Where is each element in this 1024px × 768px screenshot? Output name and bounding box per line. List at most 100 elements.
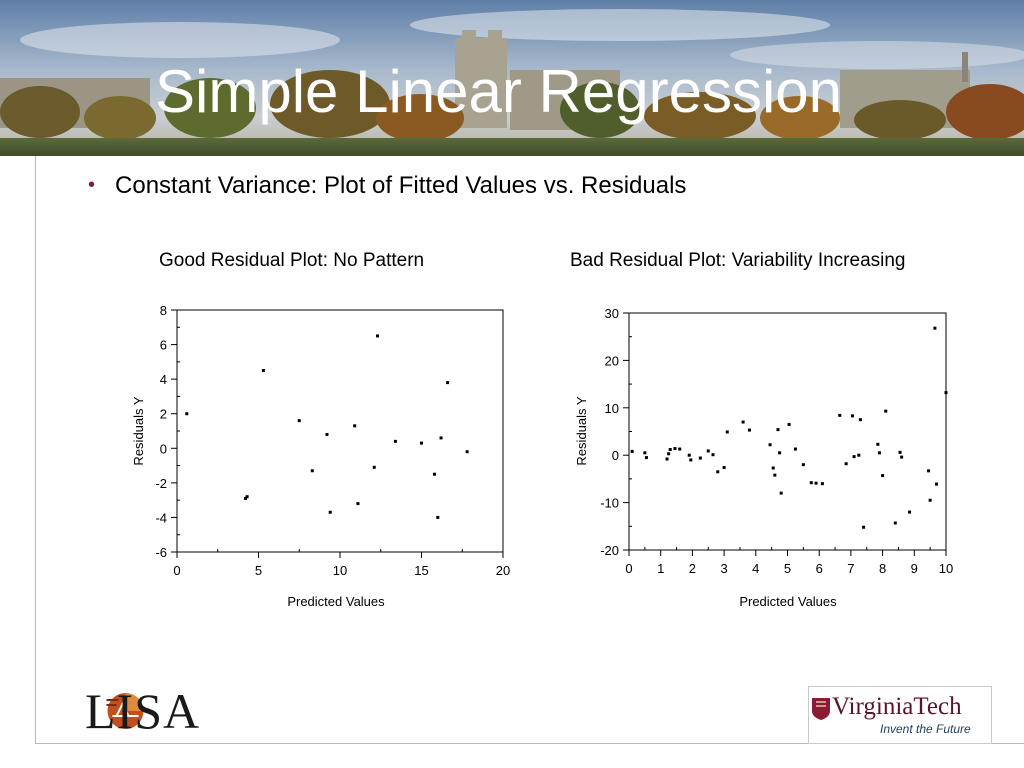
- chart-title-bad: Bad Residual Plot: Variability Increasin…: [570, 250, 906, 271]
- chart-right-point: [862, 525, 866, 529]
- virginia-tech-wordmark: VirginiaTech: [832, 693, 962, 720]
- chart-right-point: [820, 482, 824, 486]
- chart-right-x-tick-label: 3: [720, 561, 727, 576]
- chart-left-y-tick-label: -6: [155, 545, 167, 560]
- chart-right-y-tick-label: 0: [612, 448, 619, 463]
- chart-right-point: [876, 442, 880, 446]
- chart-right-x-tick-label: 2: [689, 561, 696, 576]
- chart-right-point: [814, 481, 818, 485]
- chart-left-point: [436, 515, 440, 519]
- chart-right-point: [927, 469, 931, 473]
- chart-right-point: [852, 455, 856, 459]
- chart-left-point: [446, 381, 450, 385]
- chart-title-good: Good Residual Plot: No Pattern: [159, 250, 425, 271]
- chart-left-point: [356, 502, 360, 506]
- chart-left-point: [393, 439, 397, 443]
- chart-left-point: [245, 495, 249, 499]
- chart-right-ylabel: Residuals Y: [574, 396, 589, 465]
- chart-left-y-tick-label: -4: [155, 510, 167, 525]
- chart-right-x-tick-label: 10: [939, 561, 953, 576]
- bullet-icon: •: [88, 174, 96, 196]
- chart-right-x-tick-label: 4: [752, 561, 759, 576]
- chart-left-point: [420, 441, 423, 445]
- chart-right-point: [893, 521, 897, 525]
- chart-right-point: [644, 456, 648, 460]
- chart-left-point: [328, 510, 332, 514]
- lisa-logo-text: LISA: [85, 683, 201, 739]
- chart-left-point: [310, 469, 314, 473]
- chart-right-point: [643, 451, 647, 455]
- chart-right-y-tick-label: 10: [605, 401, 619, 416]
- chart-right-point: [771, 466, 775, 470]
- chart-right-frame: [628, 312, 947, 551]
- slide-title: Simple Linear Regression: [155, 58, 843, 125]
- chart-right-point: [747, 428, 751, 432]
- chart-right-x-tick-label: 1: [657, 561, 664, 576]
- chart-left-y-tick-label: 0: [160, 441, 167, 456]
- bullet-item: • Constant Variance: Plot of Fitted Value…: [88, 172, 686, 200]
- chart-right-point: [877, 451, 881, 455]
- chart-right-point: [668, 448, 672, 452]
- chart-right-point: [844, 462, 848, 466]
- chart-left-point: [433, 472, 437, 476]
- chart-left-point: [297, 419, 301, 423]
- chart-right-x-tick-label: 5: [784, 561, 791, 576]
- chart-right-x-tick-label: 8: [879, 561, 886, 576]
- chart-left-point: [243, 496, 247, 500]
- lisa-logo-icon: [106, 693, 144, 729]
- chart-left-point: [439, 436, 443, 440]
- chart-right-x-tick-label: 6: [816, 561, 823, 576]
- chart-right-point: [838, 413, 842, 417]
- chart-right-point: [933, 326, 937, 330]
- chart-right-y-tick-label: 20: [605, 353, 619, 368]
- chart-left-x-tick-label: 0: [173, 563, 180, 578]
- chart-left-xlabel: Predicted Values: [287, 594, 385, 609]
- chart-left-frame: [176, 309, 504, 553]
- chart-right-x-tick-label: 7: [847, 561, 854, 576]
- chart-right-point: [900, 455, 904, 459]
- chart-right-point: [716, 470, 720, 474]
- chart-right-point: [944, 391, 948, 395]
- virginia-tech-shield-icon: [812, 698, 830, 720]
- bottom-divider: [35, 743, 1024, 744]
- chart-right-y-tick-label: -10: [600, 496, 619, 511]
- chart-right-point: [934, 482, 938, 486]
- chart-right-point: [908, 510, 912, 514]
- bullet-text: Constant Variance: Plot of Fitted Values…: [115, 172, 687, 199]
- chart-right-x-tick-label: 0: [625, 561, 632, 576]
- chart-left-point: [465, 450, 469, 454]
- chart-right-point: [741, 420, 745, 424]
- chart-right-y-tick-label: -20: [600, 543, 619, 558]
- chart-right-point: [884, 409, 888, 413]
- chart-left-point: [372, 465, 376, 469]
- chart-right-point: [779, 491, 783, 495]
- left-divider: [35, 156, 36, 744]
- chart-right-point: [725, 430, 729, 434]
- chart-left-x-tick-label: 5: [255, 563, 262, 578]
- chart-right-point: [928, 498, 932, 502]
- chart-right-point: [698, 456, 702, 460]
- chart-right-point: [706, 449, 710, 453]
- chart-left-point: [375, 334, 379, 338]
- chart-left-x-tick-label: 10: [333, 563, 347, 578]
- chart-left-y-tick-label: 8: [160, 303, 167, 318]
- chart-right-point: [858, 418, 862, 422]
- chart-left-y-tick-label: 6: [160, 338, 167, 353]
- chart-left-point: [353, 424, 357, 428]
- chart-right-y-tick-label: 30: [605, 306, 619, 321]
- chart-right-point: [778, 451, 782, 455]
- chart-left-x-tick-label: 20: [496, 563, 510, 578]
- chart-right-point: [768, 443, 772, 447]
- chart-right-point: [793, 447, 797, 451]
- chart-right-point: [689, 458, 693, 462]
- chart-right-point: [776, 428, 780, 432]
- chart-left-ylabel: Residuals Y: [131, 396, 146, 465]
- chart-right-xlabel: Predicted Values: [739, 594, 837, 609]
- chart-right-point: [850, 414, 854, 418]
- chart-right-point: [711, 453, 715, 457]
- chart-right-point: [809, 481, 813, 485]
- chart-left-y-tick-label: 2: [160, 407, 167, 422]
- chart-right-point: [722, 466, 726, 470]
- chart-left-y-tick-label: -2: [155, 476, 167, 491]
- virginia-tech-logo: [808, 686, 992, 744]
